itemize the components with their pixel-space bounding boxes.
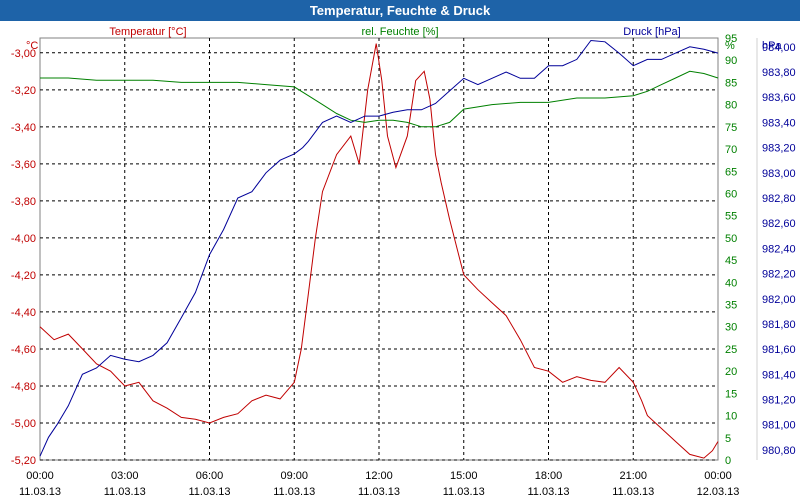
temperature-unit-label: °C [26,40,38,52]
x-tick-date: 11.03.13 [19,486,61,498]
temperature-tick-label: -5,00 [11,418,36,430]
humidity-tick-label: 10 [725,411,737,423]
pressure-tick-label: 983,80 [762,67,796,79]
x-tick-time: 06:00 [196,470,224,482]
chart-title-bar: Temperatur, Feuchte & Druck [0,0,800,21]
pressure-tick-label: 981,60 [762,344,796,356]
x-tick-date: 11.03.13 [612,486,654,498]
humidity-tick-label: 35 [725,300,737,312]
x-tick-date: 11.03.13 [527,486,569,498]
humidity-tick-label: 65 [725,166,737,178]
pressure-tick-label: 982,40 [762,243,796,255]
humidity-tick-label: 0 [725,455,731,467]
humidity-tick-label: 50 [725,233,737,245]
pressure-tick-label: 981,80 [762,319,796,331]
temperature-tick-label: -4,80 [11,381,36,393]
x-tick-time: 21:00 [619,470,647,482]
humidity-tick-label: 70 [725,144,737,156]
humidity-tick-label: 90 [725,55,737,67]
pressure-tick-label: 982,20 [762,269,796,281]
pressure-tick-label: 981,20 [762,395,796,407]
x-tick-date: 11.03.13 [104,486,146,498]
pressure-tick-label: 982,00 [762,294,796,306]
humidity-tick-label: 45 [725,255,737,267]
humidity-unit-label: % [725,40,735,52]
humidity-tick-label: 5 [725,433,731,445]
temperature-tick-label: -3,20 [11,85,36,97]
x-tick-time: 00:00 [704,470,732,482]
temperature-tick-label: -4,00 [11,233,36,245]
temperature-tick-label: -3,00 [11,48,36,60]
x-tick-time: 00:00 [26,470,54,482]
x-tick-date: 12.03.13 [697,486,740,498]
temperature-axis-label: Temperatur [°C] [109,26,186,38]
x-tick-time: 15:00 [450,470,478,482]
temperature-tick-label: -4,60 [11,344,36,356]
humidity-series-line [40,70,719,128]
humidity-tick-label: 55 [725,211,737,223]
pressure-tick-label: 983,00 [762,168,796,180]
pressure-axis-label: Druck [hPa] [623,26,680,38]
humidity-axis-label: rel. Feuchte [%] [361,26,438,38]
pressure-tick-label: 983,60 [762,92,796,104]
chart-title: Temperatur, Feuchte & Druck [309,3,491,18]
x-tick-date: 11.03.13 [358,486,400,498]
x-tick-time: 09:00 [280,470,308,482]
x-tick-time: 03:00 [111,470,139,482]
humidity-tick-label: 30 [725,322,737,334]
pressure-tick-label: 981,40 [762,369,796,381]
humidity-tick-label: 20 [725,366,737,378]
x-tick-time: 12:00 [365,470,393,482]
x-tick-date: 11.03.13 [443,486,485,498]
humidity-tick-label: 25 [725,344,737,356]
humidity-tick-label: 75 [725,122,737,134]
humidity-tick-label: 85 [725,77,737,89]
humidity-tick-label: 95 [725,33,737,45]
pressure-series-line [39,39,719,457]
pressure-tick-label: 983,40 [762,117,796,129]
pressure-tick-label: 982,80 [762,193,796,205]
x-tick-date: 11.03.13 [188,486,230,498]
x-tick-date: 11.03.13 [273,486,315,498]
temperature-tick-label: -3,80 [11,196,36,208]
pressure-unit-label: hPa [762,40,782,52]
pressure-tick-label: 981,00 [762,420,796,432]
temperature-tick-label: -5,20 [11,455,36,467]
humidity-tick-label: 40 [725,277,737,289]
humidity-tick-label: 60 [725,188,737,200]
pressure-tick-label: 982,60 [762,218,796,230]
temperature-tick-label: -4,40 [11,307,36,319]
humidity-tick-label: 15 [725,388,737,400]
pressure-tick-label: 980,80 [762,445,796,457]
pressure-tick-label: 983,20 [762,143,796,155]
temperature-tick-label: -3,40 [11,122,36,134]
temperature-tick-label: -3,60 [11,159,36,171]
humidity-tick-label: 80 [725,100,737,112]
temperature-series-line [39,43,719,459]
pressure-tick-label: 984,00 [762,42,796,54]
temperature-tick-label: -4,20 [11,270,36,282]
x-tick-time: 18:00 [535,470,563,482]
